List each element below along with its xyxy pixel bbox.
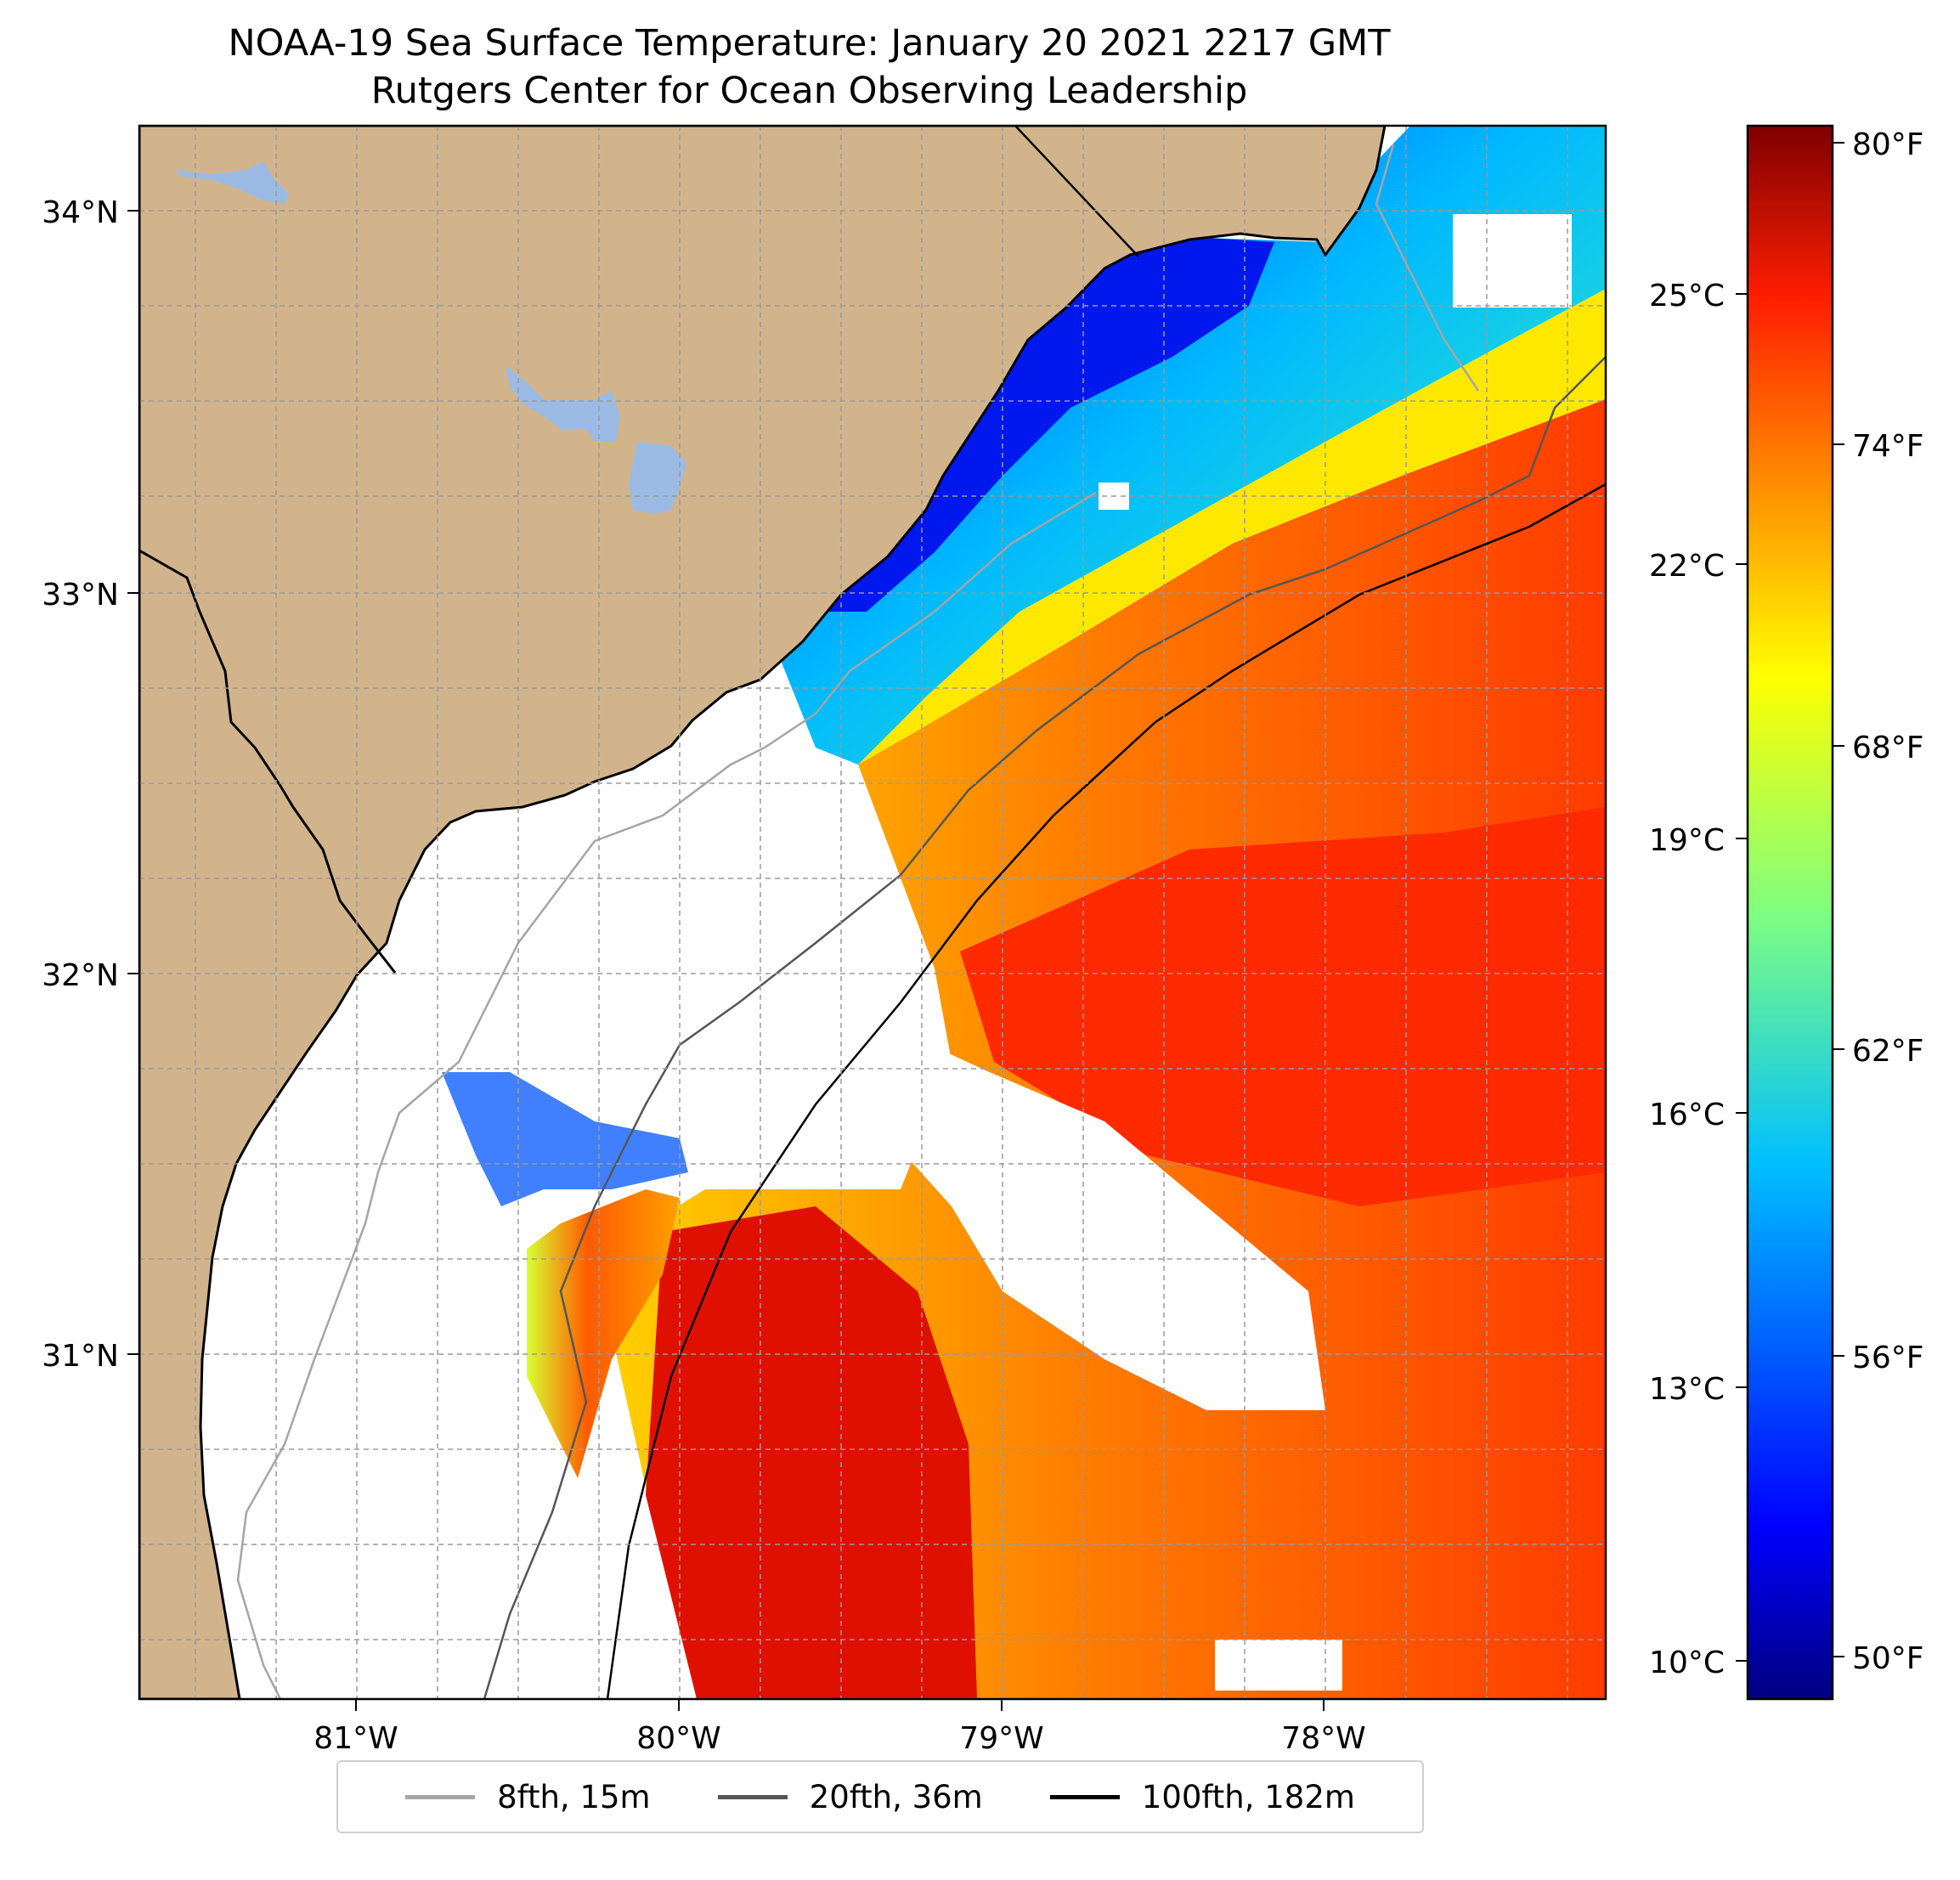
lat-tick-label: 34°N: [42, 195, 119, 230]
legend-label: 20fth, 36m: [809, 1778, 983, 1815]
legend-swatch: [1049, 1794, 1120, 1799]
legend-item-20fth: 20fth, 36m: [717, 1778, 983, 1815]
sst-south-patch: [527, 1189, 680, 1478]
legend-label: 100fth, 182m: [1141, 1778, 1355, 1815]
cloud-gap-ne: [1453, 214, 1572, 308]
colorbar-fahrenheit-label: 80°F: [1852, 127, 1924, 162]
lon-tick-label: 78°W: [1281, 1721, 1365, 1756]
sst-hot-core-north: [960, 807, 1606, 1206]
legend-swatch: [717, 1794, 788, 1799]
legend-item-100fth: 100fth, 182m: [1049, 1778, 1355, 1815]
colorbar-ticks: [1736, 142, 1844, 1662]
axis-ticks: [127, 210, 1325, 1711]
cloud-gap-central: [875, 1019, 1325, 1410]
lat-tick-label: 31°N: [42, 1339, 119, 1374]
colorbar-celsius-label: 13°C: [1649, 1372, 1725, 1407]
legend-label: 8fth, 15m: [497, 1778, 651, 1815]
sst-cool-south-patch: [442, 1072, 688, 1206]
colorbar-fahrenheit-label: 50°F: [1852, 1641, 1924, 1676]
sst-yellow-band: [858, 289, 1606, 765]
lon-tick-label: 79°W: [959, 1721, 1043, 1756]
lon-tick-label: 80°W: [636, 1721, 720, 1756]
colorbar-celsius-label: 16°C: [1649, 1098, 1725, 1132]
land-mass: [139, 126, 1387, 1699]
colorbar-celsius-label: 25°C: [1649, 279, 1725, 313]
colorbar-celsius-label: 10°C: [1649, 1646, 1725, 1680]
legend-swatch: [405, 1794, 476, 1799]
lon-tick-label: 81°W: [313, 1721, 398, 1756]
colorbar-fahrenheit-label: 56°F: [1852, 1341, 1924, 1375]
lake-marion: [506, 365, 620, 442]
georgia-border: [139, 549, 397, 974]
lat-tick-label: 32°N: [42, 958, 119, 993]
state-border: [1014, 126, 1139, 257]
sst-hot-core-south: [646, 1206, 977, 1699]
map-area: [139, 126, 1606, 1699]
colorbar-fahrenheit-label: 68°F: [1852, 731, 1924, 765]
lat-tick-label: 33°N: [42, 578, 119, 613]
isobath-8fth: [236, 144, 1480, 1699]
colorbar-celsius-label: 19°C: [1649, 823, 1725, 858]
cloud-gap-small-2: [1215, 1640, 1342, 1691]
sst-cold-coastal: [816, 238, 1274, 612]
colorbar: [1746, 124, 1834, 1701]
legend-item-8fth: 8fth, 15m: [405, 1779, 651, 1815]
grid-lines: [139, 126, 1606, 1699]
isobath-legend: 8fth, 15m 20fth, 36m 100fth, 182m: [336, 1760, 1424, 1833]
isobath-100fth: [606, 483, 1606, 1699]
map-title: NOAA-19 Sea Surface Temperature: January…: [228, 22, 1391, 65]
colorbar-fahrenheit-label: 62°F: [1852, 1034, 1924, 1069]
colorbar-fahrenheit-label: 74°F: [1852, 429, 1924, 464]
map-frame: [138, 124, 1607, 1701]
lake-north: [174, 161, 289, 204]
colorbar-celsius-label: 22°C: [1649, 549, 1725, 584]
sst-cool-field: [782, 126, 1606, 765]
map-subtitle: Rutgers Center for Ocean Observing Leade…: [370, 70, 1248, 112]
isobath-20fth: [483, 356, 1606, 1699]
